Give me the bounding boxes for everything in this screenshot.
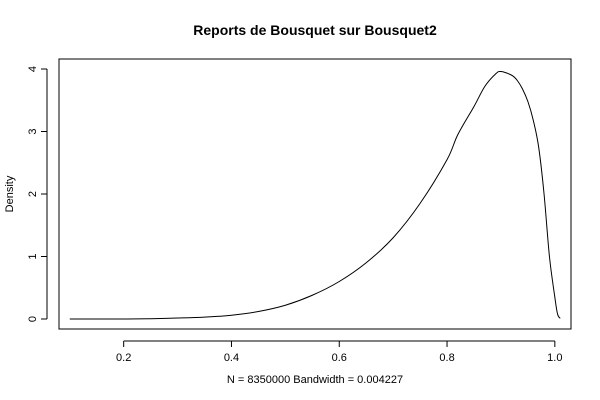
x-axis-label: N = 8350000 Bandwidth = 0.004227 — [227, 374, 403, 386]
x-axis: 0.2 0.4 0.6 0.8 1.0 — [116, 340, 562, 364]
x-tick-label: 0.2 — [116, 352, 131, 364]
x-tick-label: 0.4 — [224, 352, 239, 364]
y-tick-label: 1 — [27, 253, 39, 259]
x-tick-label: 1.0 — [547, 352, 562, 364]
density-curve — [69, 70, 561, 320]
y-tick-label: 2 — [27, 191, 39, 197]
y-tick-label: 0 — [27, 316, 39, 322]
y-axis-label: Density — [4, 175, 16, 212]
x-tick-label: 0.8 — [439, 352, 454, 364]
chart-title: Reports de Bousquet sur Bousquet2 — [193, 22, 437, 38]
y-axis: 0 1 2 3 4 — [27, 66, 48, 322]
y-tick-label: 3 — [27, 128, 39, 134]
x-tick-label: 0.6 — [332, 352, 347, 364]
plot-frame — [58, 58, 572, 330]
y-tick-label: 4 — [27, 66, 39, 72]
